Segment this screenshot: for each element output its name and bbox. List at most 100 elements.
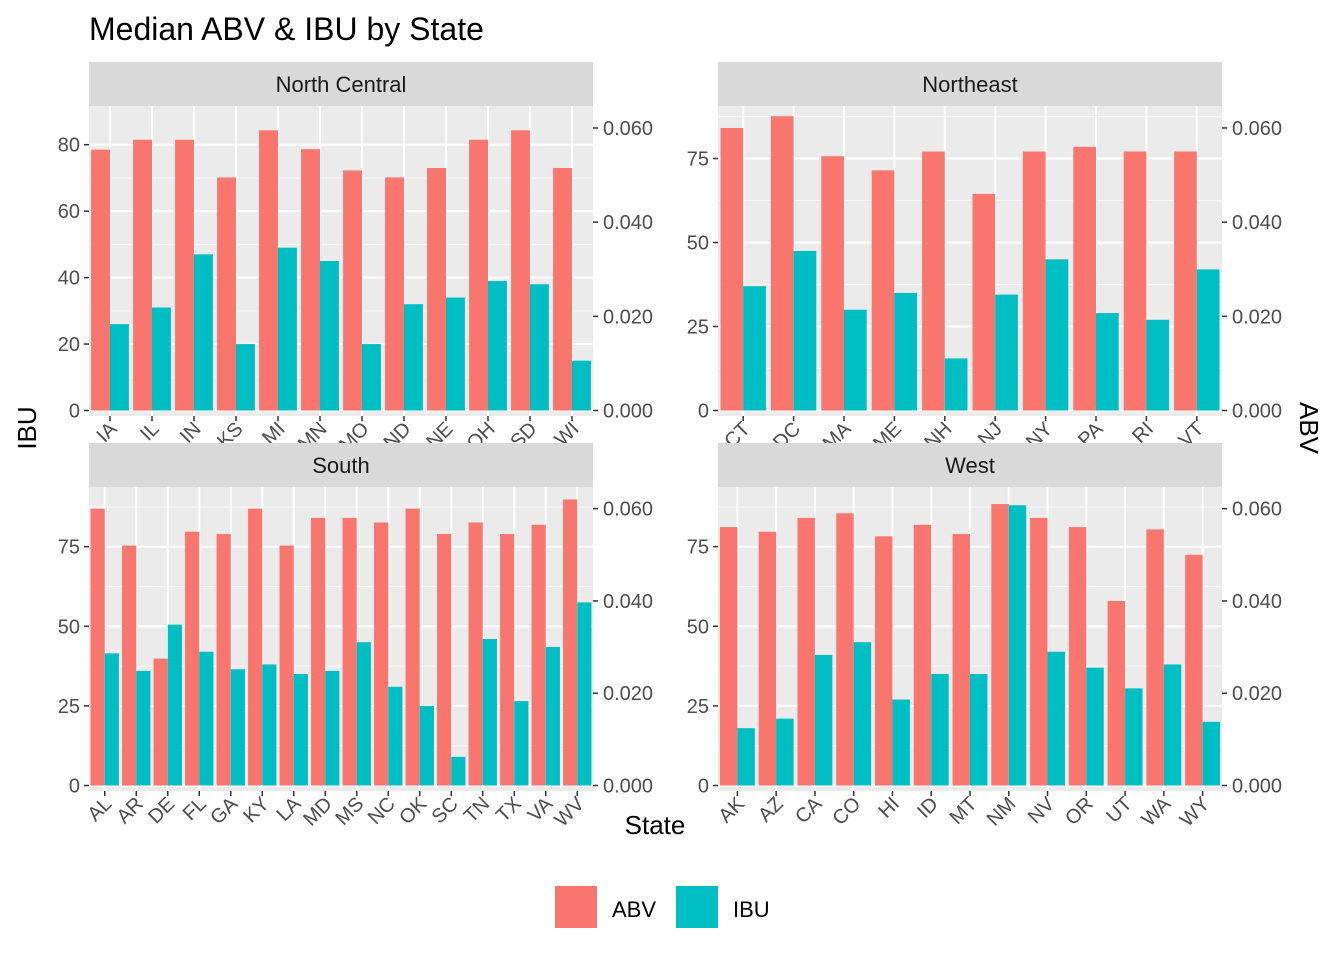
bar-abv-ma — [821, 156, 844, 411]
bar-abv-nm — [991, 504, 1009, 786]
x-tick-label: AK — [714, 793, 749, 828]
bar-ibu-or — [1086, 667, 1104, 786]
bar-ibu-co — [853, 642, 872, 786]
x-tick-label: TX — [492, 793, 526, 827]
bar-abv-ks — [217, 177, 236, 411]
y2-tick-label: 0.000 — [1232, 401, 1282, 423]
x-tick-label: OR — [1061, 793, 1098, 830]
bar-abv-oh — [469, 139, 488, 411]
y2-tick-label: 0.040 — [1232, 212, 1282, 234]
facet-strip-north-central — [89, 62, 593, 106]
legend-swatch-abv — [555, 886, 597, 928]
bar-abv-ia — [91, 149, 110, 411]
bar-ibu-me — [894, 292, 918, 411]
x-tick-label: MT — [946, 793, 982, 829]
y-tick-label: 0 — [69, 401, 80, 423]
x-tick-label: FL — [179, 793, 211, 825]
x-tick-label: ID — [913, 793, 943, 823]
bar-ibu-md — [325, 670, 340, 786]
bar-abv-tx — [500, 534, 515, 786]
bar-abv-mn — [301, 149, 320, 411]
bar-abv-mo — [343, 170, 362, 411]
facet-strip-south — [89, 443, 593, 487]
bar-ibu-ny — [1045, 259, 1069, 411]
bar-ibu-ak — [737, 728, 755, 786]
y-axis-title: IBU — [12, 406, 42, 449]
y-tick-label: 20 — [58, 334, 80, 356]
x-tick-label: MS — [332, 793, 369, 830]
bar-ibu-tx — [514, 701, 529, 786]
bar-ibu-nc — [388, 686, 403, 786]
x-tick-label: AL — [83, 793, 116, 826]
bar-abv-ar — [122, 545, 137, 786]
bar-abv-ut — [1107, 600, 1126, 786]
x-tick-label: OK — [395, 793, 431, 829]
x-tick-label: NM — [983, 793, 1021, 831]
bar-ibu-ut — [1125, 688, 1143, 786]
y2-tick-label: 0.040 — [603, 591, 653, 613]
bar-ibu-la — [293, 674, 308, 786]
y2-tick-label: 0.040 — [1232, 591, 1282, 613]
bar-ibu-ma — [844, 309, 867, 411]
bar-abv-mt — [952, 534, 970, 786]
bar-abv-ky — [248, 508, 263, 786]
bar-ibu-nv — [1047, 651, 1065, 786]
bar-abv-mi — [259, 130, 278, 411]
bar-ibu-de — [167, 624, 182, 786]
bar-ibu-vt — [1196, 269, 1220, 411]
facet-strip-west — [718, 443, 1222, 487]
x-tick-label: AZ — [754, 793, 788, 827]
y-tick-label: 40 — [58, 268, 80, 290]
y2-axis-title: ABV — [1294, 402, 1324, 455]
y-tick-label: 60 — [58, 201, 80, 223]
bar-abv-hi — [875, 536, 893, 786]
bar-ibu-ri — [1146, 319, 1170, 411]
bar-abv-ct — [720, 127, 744, 411]
bar-ibu-al — [104, 653, 119, 786]
bar-abv-wi — [553, 168, 572, 411]
bar-ibu-oh — [488, 280, 507, 411]
bar-abv-me — [871, 170, 895, 411]
bar-abv-va — [531, 524, 546, 786]
bar-ibu-ar — [136, 670, 151, 786]
y-tick-label: 50 — [58, 616, 80, 638]
bar-ibu-wa — [1163, 664, 1182, 786]
bar-ibu-nd — [404, 304, 423, 411]
y2-tick-label: 0.060 — [603, 499, 653, 521]
panel-west: West 0 25 50 75 AK AZ CA CO HI ID MT NM NV OR UT WA WY 0.0… — [687, 443, 1282, 831]
bar-abv-nd — [385, 177, 404, 411]
bar-abv-sd — [511, 130, 530, 411]
x-tick-label: AR — [113, 793, 148, 828]
bar-abv-ms — [342, 517, 357, 786]
x-tick-label: NV — [1024, 793, 1060, 829]
bar-abv-nj — [972, 193, 996, 411]
bar-abv-in — [175, 139, 194, 411]
bar-ibu-fl — [199, 651, 214, 786]
bar-ibu-nh — [944, 358, 968, 411]
bar-ibu-ga — [230, 669, 245, 786]
bar-ibu-ne — [446, 297, 465, 411]
y2-tick-label: 0.020 — [603, 306, 653, 328]
y2-tick-label: 0.020 — [1232, 306, 1282, 328]
bar-ibu-sc — [451, 756, 466, 786]
y-tick-label: 75 — [687, 149, 709, 171]
y-tick-label: 75 — [687, 537, 709, 559]
bar-abv-vt — [1174, 151, 1197, 411]
legend: ABV IBU — [555, 886, 770, 928]
x-axis-title: State — [625, 810, 686, 840]
x-tick-label: HI — [874, 793, 904, 823]
bar-ibu-nm — [1008, 505, 1027, 786]
y-tick-label: 80 — [58, 135, 80, 157]
x-tick-label: TN — [460, 793, 494, 827]
x-tick-label: UT — [1102, 793, 1136, 827]
bar-ibu-ms — [356, 642, 371, 786]
bar-ibu-ky — [262, 664, 277, 786]
facet-label-north-central: North Central — [276, 72, 407, 97]
x-tick-label: KY — [239, 793, 273, 827]
plot-panel-north-central — [89, 106, 593, 416]
x-tick-label: WA — [1138, 793, 1176, 831]
facet-strip-northeast — [718, 62, 1222, 106]
x-tick-label: WY — [1176, 793, 1214, 831]
bar-ibu-il — [152, 307, 171, 411]
